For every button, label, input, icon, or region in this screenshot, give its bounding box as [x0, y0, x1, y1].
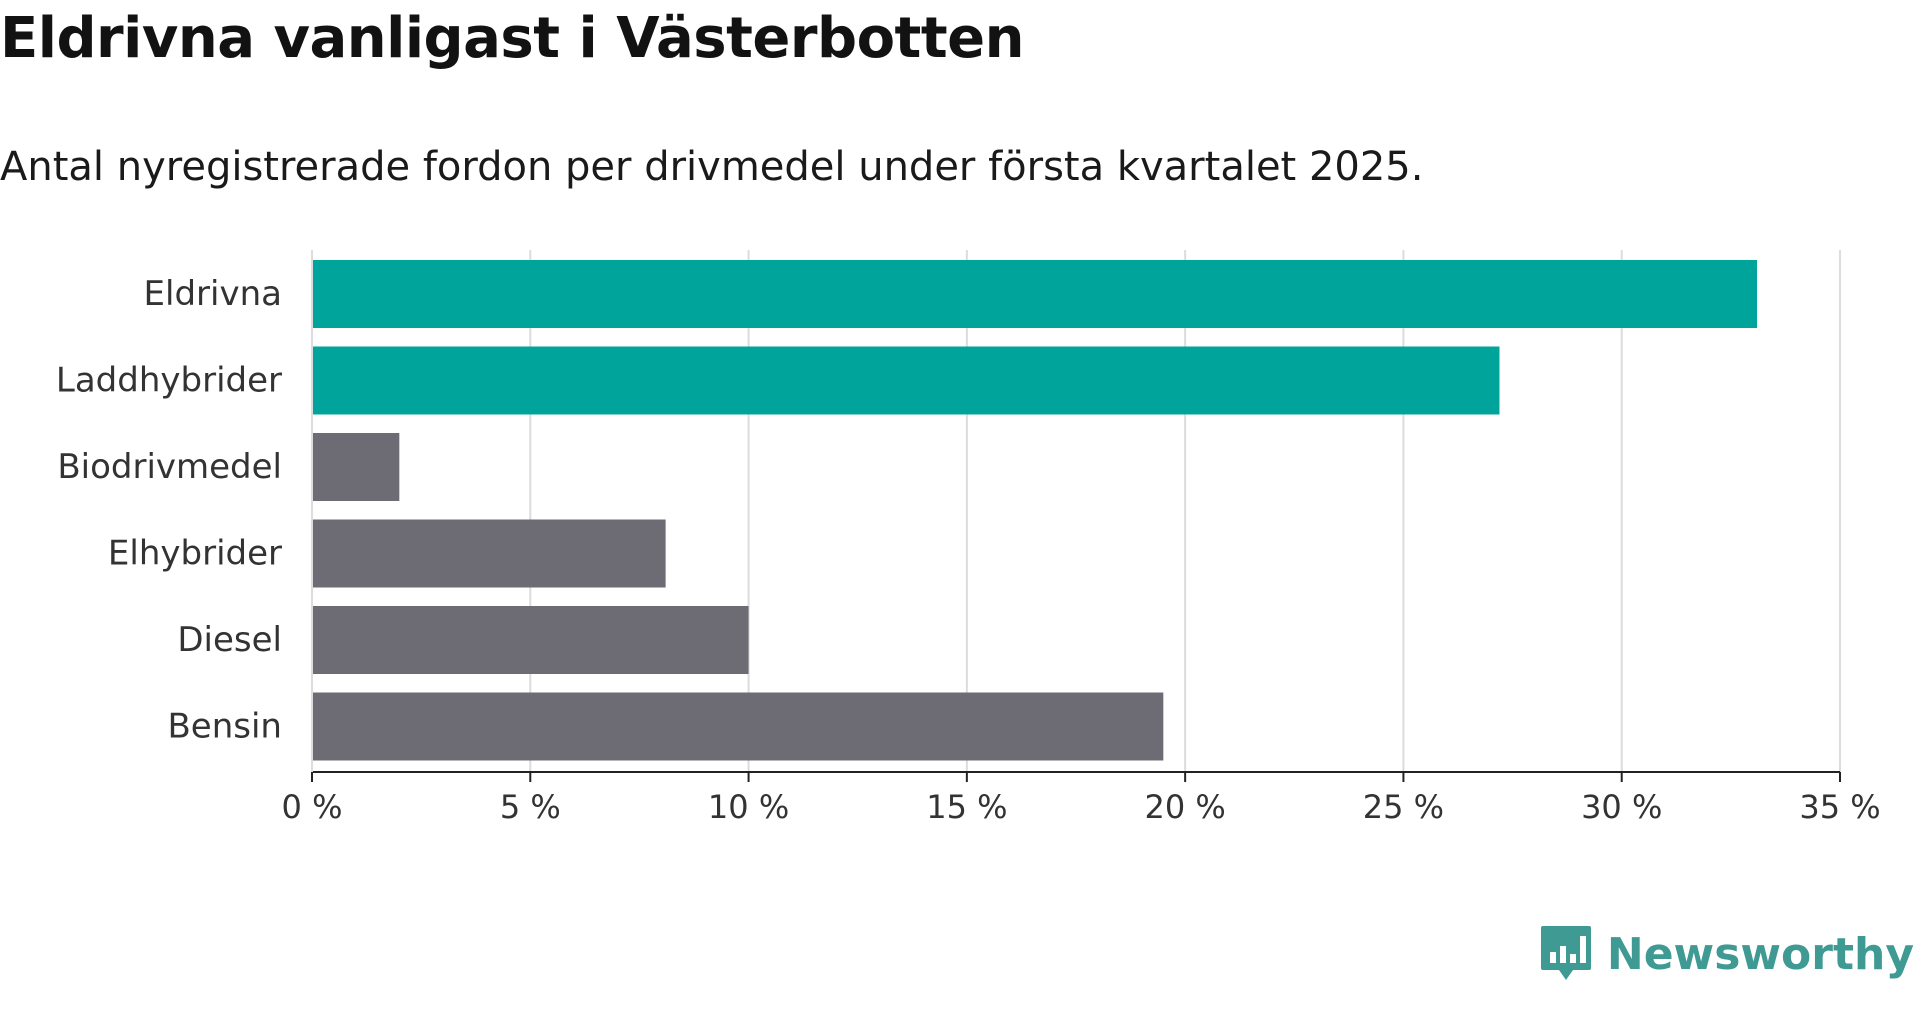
x-tick-label: 25 %: [1363, 788, 1444, 826]
x-tick-label: 5 %: [500, 788, 561, 826]
bar: [312, 692, 1164, 761]
brand-name: Newsworthy: [1606, 928, 1914, 980]
category-label: Bensin: [167, 707, 282, 747]
category-label: Eldrivna: [144, 274, 282, 314]
x-tick-label: 10 %: [708, 788, 789, 826]
x-tick-label: 30 %: [1581, 788, 1662, 826]
x-tick-label: 15 %: [926, 788, 1007, 826]
chart-title: Eldrivna vanligast i Västerbotten: [0, 6, 1024, 71]
x-tick-label: 0 %: [282, 788, 343, 826]
category-label: Laddhybrider: [56, 361, 282, 401]
category-label: Diesel: [177, 620, 282, 660]
bar: [312, 260, 1758, 328]
bar: [312, 606, 749, 674]
bar: [312, 346, 1500, 415]
x-tick-label: 20 %: [1144, 788, 1225, 826]
brand-logo: Newsworthy: [1539, 924, 1914, 984]
newsworthy-logo-icon: [1540, 926, 1591, 980]
chart-subtitle: Antal nyregistrerade fordon per drivmede…: [0, 144, 1424, 190]
category-label: Elhybrider: [108, 534, 282, 574]
bar: [312, 433, 400, 501]
bar: [312, 519, 666, 588]
x-tick-label: 35 %: [1799, 788, 1880, 826]
category-label: Biodrivmedel: [57, 447, 282, 487]
